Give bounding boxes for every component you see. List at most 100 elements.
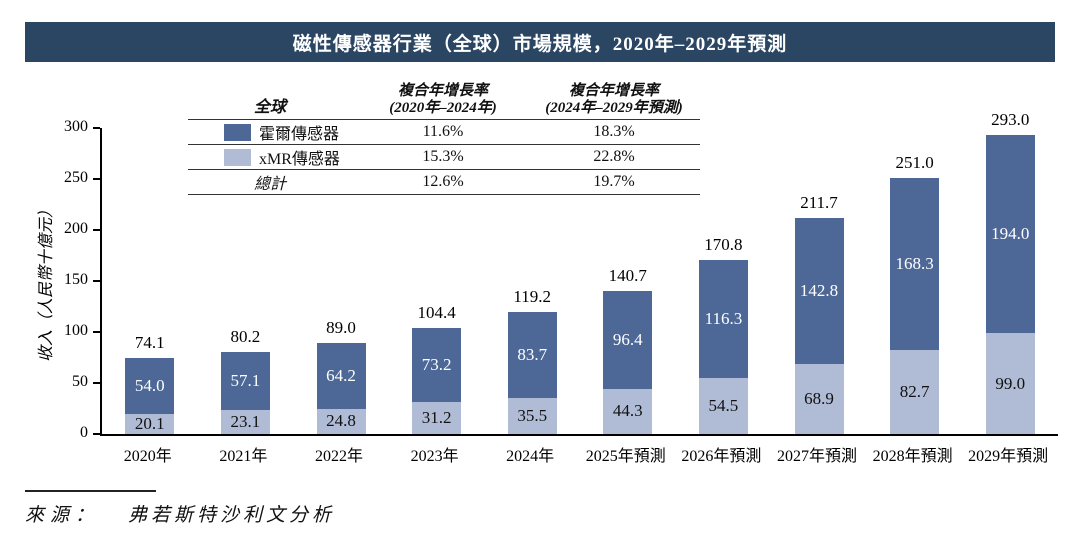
bar-segment-xmr [125, 413, 175, 434]
y-axis-tick-mark [93, 127, 100, 129]
y-axis-tick-mark [93, 433, 100, 435]
hall-value-label: 194.0 [991, 224, 1030, 244]
y-axis-tick-mark [93, 331, 100, 333]
legend-header-cagr-2024-2029: 複合年增長率 (2024年–2029年預測) [545, 83, 683, 117]
xmr-cagr-2024-2029: 22.8% [593, 148, 635, 165]
y-axis-tick-label: 0 [80, 424, 88, 441]
x-axis-tick-label: 2020年 [123, 448, 172, 465]
y-axis-tick-label: 300 [64, 118, 88, 135]
xmr-value-label: 82.7 [899, 381, 930, 401]
x-axis-tick-label: 2022年 [314, 448, 363, 465]
bar-segment-xmr [794, 363, 844, 434]
bars-layer: 54.0 20.1 74.1 57.1 23.1 80.2 64.2 24.8 89.0 73.2… [102, 110, 1058, 434]
total-value-label: 293.0 [991, 110, 1030, 130]
hall-value-label: 83.7 [517, 345, 548, 365]
y-axis-tick-mark [93, 178, 100, 180]
total-value-label: 80.2 [230, 327, 261, 347]
chart-title: 磁性傳感器行業（全球）市場規模，2020年–2029年預測 [292, 33, 788, 55]
bar-segment-hall [125, 358, 175, 414]
legend-label-total: 總計 [254, 176, 287, 193]
x-axis-tick-label: 2029年預測 [968, 448, 1049, 465]
x-axis-tick-label: 2026年預測 [681, 448, 762, 465]
hall-swatch-icon [224, 123, 251, 141]
y-axis-tick-label: 250 [64, 169, 88, 186]
x-axis-tick-label: 2023年 [410, 448, 459, 465]
bar-segment-xmr [985, 333, 1035, 434]
legend-table-header: 全球 複合年增長率 (2020年–2024年) 複合年增長率 (2024年–20… [188, 80, 700, 119]
bar-segment-hall [220, 352, 270, 411]
bar-segment-xmr [698, 378, 748, 434]
x-axis-tick-label: 2021年 [219, 448, 268, 465]
legend-header-cagr-2020-2024: 複合年增長率 (2020年–2024年) [389, 83, 497, 117]
plot-area: 54.0 20.1 74.1 57.1 23.1 80.2 64.2 24.8 89.0 73.2… [100, 110, 1058, 436]
bar-segment-hall [794, 218, 844, 364]
x-axis-tick-label: 2027年預測 [776, 448, 857, 465]
bar-segment-hall [890, 178, 940, 350]
legend-row-total: 總計 12.6% 19.7% [188, 169, 700, 195]
legend-row-xmr: xMR傳感器 15.3% 22.8% [188, 144, 700, 169]
y-axis-tick-label: 200 [64, 220, 88, 237]
legend-label-xmr: xMR傳感器 [259, 151, 340, 168]
hall-cagr-2024-2029: 18.3% [593, 123, 635, 140]
xmr-value-label: 68.9 [804, 388, 834, 408]
bar-segment-xmr [507, 397, 557, 434]
bar-segment-hall [412, 327, 462, 403]
bar-segment-hall [507, 312, 557, 398]
total-value-label: 211.7 [800, 193, 838, 213]
total-cagr-2020-2024: 12.6% [422, 173, 464, 190]
total-value-label: 119.2 [513, 287, 551, 307]
total-value-label: 170.8 [704, 234, 743, 254]
y-axis-tick-mark [93, 229, 100, 231]
x-axis-tick-label: 2024年 [506, 448, 555, 465]
bar-segment-xmr [316, 408, 366, 434]
bar-segment-hall [603, 290, 653, 389]
bar-segment-hall [698, 259, 748, 379]
bar-segment-xmr [412, 402, 462, 434]
y-axis-tick-label: 100 [64, 322, 88, 339]
x-axis-tick-label: 2028年預測 [872, 448, 953, 465]
hall-value-label: 142.8 [799, 280, 839, 300]
hall-value-label: 168.3 [895, 253, 934, 273]
y-axis-tick-label: 150 [64, 271, 88, 288]
legend-header-global: 全球 [254, 99, 287, 117]
x-axis-tick-label: 2025年預測 [585, 448, 666, 465]
xmr-cagr-2020-2024: 15.3% [422, 148, 464, 165]
source-text: 弗若斯特沙利文分析 [128, 505, 336, 526]
xmr-value-label: 54.5 [708, 396, 739, 416]
source-divider [25, 490, 156, 492]
bar-segment-xmr [603, 388, 653, 434]
total-cagr-2024-2029: 19.7% [593, 173, 635, 190]
xmr-value-label: 44.3 [612, 401, 643, 421]
xmr-swatch-icon [224, 148, 251, 166]
xmr-value-label: 24.8 [326, 411, 356, 431]
bar-segment-xmr [220, 410, 270, 434]
hall-cagr-2020-2024: 11.6% [422, 123, 464, 140]
hall-value-label: 64.2 [326, 365, 356, 385]
xmr-value-label: 20.1 [134, 413, 165, 433]
xmr-value-label: 35.5 [517, 405, 548, 425]
y-axis-tick-label: 50 [72, 373, 88, 390]
total-value-label: 140.7 [608, 265, 647, 285]
bar-segment-xmr [890, 349, 940, 434]
total-value-label: 74.1 [134, 333, 165, 353]
legend-label-hall: 霍爾傳感器 [259, 126, 340, 143]
hall-value-label: 57.1 [230, 371, 261, 391]
hall-value-label: 54.0 [134, 375, 165, 395]
hall-value-label: 73.2 [421, 354, 452, 374]
xmr-value-label: 99.0 [995, 373, 1026, 393]
bar-segment-hall [316, 343, 366, 409]
xmr-value-label: 23.1 [230, 412, 261, 432]
source-label: 來源： [25, 505, 101, 526]
y-axis-tick-mark [93, 382, 100, 384]
chart-title-bar: 磁性傳感器行業（全球）市場規模，2020年–2029年預測 [25, 22, 1055, 62]
total-value-label: 104.4 [417, 302, 456, 322]
total-value-label: 251.0 [895, 152, 934, 172]
hall-value-label: 116.3 [704, 309, 743, 329]
xmr-value-label: 31.2 [421, 408, 452, 428]
y-axis-tick-mark [93, 280, 100, 282]
legend-table: 全球 複合年增長率 (2020年–2024年) 複合年增長率 (2024年–20… [188, 80, 700, 195]
total-value-label: 89.0 [326, 318, 356, 338]
legend-row-hall: 霍爾傳感器 11.6% 18.3% [188, 119, 700, 144]
hall-value-label: 96.4 [612, 329, 643, 349]
